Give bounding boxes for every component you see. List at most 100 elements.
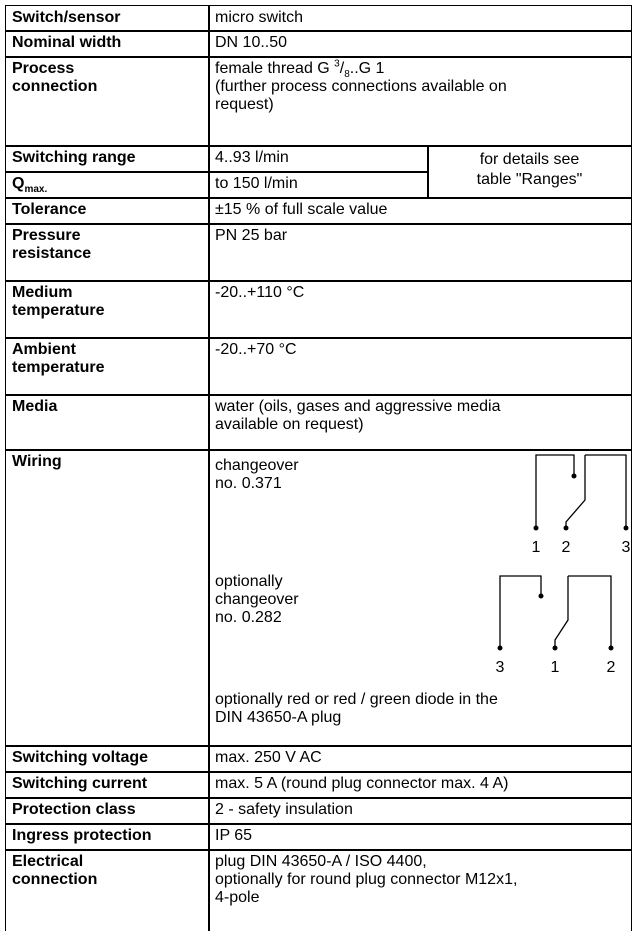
row-value: to 150 l/min	[215, 175, 298, 192]
value-cell	[208, 823, 632, 851]
row-label: Nominal width	[12, 34, 122, 51]
label-cell	[5, 171, 210, 199]
row-label: Ingress protection	[12, 827, 152, 844]
row-value: -20..+70 °C	[215, 341, 297, 358]
row-value: 4..93 l/min	[215, 149, 289, 166]
value-cell	[208, 797, 632, 825]
wiring-text: optionally	[215, 573, 283, 590]
wiring-text: changeover	[215, 591, 299, 608]
terminal-label: 1	[551, 659, 560, 676]
label-cell	[5, 449, 210, 747]
row-label: Media	[12, 398, 58, 415]
row-value: (further process connections available o…	[215, 78, 507, 95]
row-value: IP 65	[215, 827, 253, 844]
row-label: Pressure	[12, 227, 81, 244]
label-cell	[5, 849, 210, 931]
row-value: max. 5 A (round plug connector max. 4 A)	[215, 775, 509, 792]
terminal-label: 3	[496, 659, 505, 676]
value-cell	[208, 337, 632, 396]
text-part: 3	[334, 58, 340, 70]
row-label: Switching current	[12, 775, 148, 792]
note-text: for details see	[479, 151, 580, 168]
text-part: /	[339, 60, 345, 77]
wiring-text: changeover	[215, 457, 299, 474]
text-part: ..G 1	[349, 60, 385, 77]
value-cell	[208, 745, 632, 773]
row-label: connection	[12, 871, 98, 888]
row-value: micro switch	[215, 9, 304, 26]
value-cell	[208, 30, 632, 58]
wiring-text: DIN 43650-A plug	[215, 709, 342, 726]
terminal-label: 2	[562, 539, 571, 556]
label-cell	[5, 797, 210, 825]
row-value: PN 25 bar	[215, 227, 288, 244]
row-value: optionally for round plug connector M12x…	[215, 871, 518, 888]
circuit-line	[535, 454, 575, 528]
row-label: Tolerance	[12, 201, 87, 218]
label-cell	[5, 223, 210, 282]
text-part: 8	[344, 69, 350, 81]
note-text: table "Ranges"	[476, 171, 583, 188]
terminal-label: 3	[622, 539, 631, 556]
row-label: connection	[12, 78, 98, 95]
row-label: Wiring	[12, 453, 62, 470]
circuit-line	[568, 575, 612, 648]
row-value: max. 250 V AC	[215, 749, 322, 766]
wiring-text: no. 0.371	[215, 475, 282, 492]
row-label: resistance	[12, 245, 92, 262]
row-label: Process	[12, 60, 75, 77]
row-value: request)	[215, 96, 274, 113]
note-cell	[427, 145, 632, 199]
circuit-line	[585, 454, 627, 528]
label-cell	[5, 5, 210, 32]
value-cell	[208, 449, 632, 747]
circuit-line	[499, 575, 542, 648]
value-cell	[208, 5, 632, 32]
wiring-text: optionally red or red / green diode in t…	[215, 691, 498, 708]
row-value: available on request)	[215, 416, 364, 433]
row-label: Qmax.	[12, 175, 48, 196]
value-cell	[208, 145, 429, 173]
label-cell	[5, 56, 210, 147]
label-cell	[5, 337, 210, 396]
row-label: Switch/sensor	[12, 9, 121, 26]
value-cell	[208, 394, 632, 451]
value-cell	[208, 56, 632, 147]
label-cell	[5, 197, 210, 225]
switch-contact	[554, 576, 569, 648]
row-value: female thread G 3/8..G 1	[215, 58, 385, 81]
row-value: ±15 % of full scale value	[215, 201, 388, 218]
wiring-text: no. 0.282	[215, 609, 282, 626]
row-value: DN 10..50	[215, 34, 288, 51]
label-cell	[5, 823, 210, 851]
terminal-label: 2	[607, 659, 616, 676]
value-cell	[208, 849, 632, 931]
value-cell	[208, 197, 632, 225]
row-label: Switching voltage	[12, 749, 149, 766]
row-label: temperature	[12, 359, 105, 376]
text-part: female thread G	[215, 60, 335, 77]
row-value: 2 - safety insulation	[215, 801, 353, 818]
row-label: temperature	[12, 302, 105, 319]
terminal-label: 1	[532, 539, 541, 556]
row-value: -20..+110 °C	[215, 284, 305, 301]
row-label: Electrical	[12, 853, 84, 870]
row-value: 4-pole	[215, 889, 260, 906]
value-cell	[208, 223, 632, 282]
value-cell	[208, 771, 632, 799]
row-label: Ambient	[12, 341, 76, 358]
row-label: Medium	[12, 284, 73, 301]
switch-contact	[565, 455, 586, 528]
value-cell	[208, 171, 429, 199]
label-cell	[5, 280, 210, 339]
row-label: Protection class	[12, 801, 136, 818]
row-label: Switching range	[12, 149, 136, 166]
row-value: water (oils, gases and aggressive media	[215, 398, 501, 415]
label-cell	[5, 394, 210, 451]
label-cell	[5, 745, 210, 773]
label-cell	[5, 30, 210, 58]
text-part: max.	[24, 184, 48, 196]
value-cell	[208, 280, 632, 339]
